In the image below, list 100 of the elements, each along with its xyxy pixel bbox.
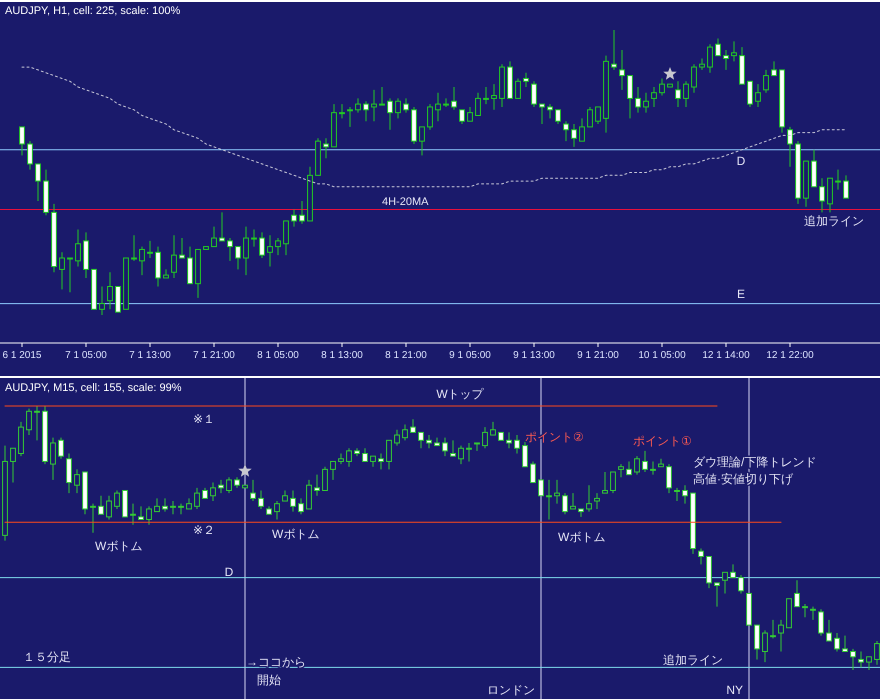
candlestick: [731, 40, 737, 62]
candlestick: [130, 503, 136, 526]
candlestick: [219, 212, 225, 242]
candlestick: [843, 174, 849, 199]
candlestick: [362, 448, 368, 462]
candlestick: [386, 440, 392, 470]
candlestick: [698, 548, 704, 565]
candlestick: [211, 226, 217, 248]
ref-line-label: 追加ライン: [804, 214, 864, 228]
candlestick: [538, 479, 544, 496]
candlestick: [626, 460, 632, 476]
candlestick: [635, 86, 641, 114]
candlestick: [379, 86, 385, 106]
candlestick: [539, 104, 545, 125]
x-tick-label: 12 1 22:00: [766, 350, 814, 361]
candlestick: [595, 106, 601, 125]
candlestick: [850, 648, 856, 670]
x-tick-label: 7 1 13:00: [129, 350, 172, 361]
candlestick: [546, 479, 552, 520]
candlestick: [66, 453, 72, 494]
candlestick: [371, 89, 377, 122]
x-tick-label: 8 1 05:00: [257, 350, 300, 361]
x-tick-label: 8 1 13:00: [321, 350, 364, 361]
candlestick: [602, 472, 608, 494]
candlestick: [107, 272, 113, 310]
candlestick: [778, 619, 784, 652]
text: NY: [726, 683, 743, 697]
candlestick: [323, 138, 329, 159]
candlestick: [514, 434, 520, 454]
annotation: ポイント①: [633, 434, 692, 448]
candlestick: [810, 606, 816, 620]
candlestick: [355, 98, 361, 114]
candlestick: [787, 126, 793, 168]
candlestick: [826, 619, 832, 642]
x-tick-label: 12 1 14:00: [702, 350, 750, 361]
candlestick: [314, 474, 320, 496]
candlestick: [858, 651, 864, 668]
candlestick: [74, 468, 80, 494]
candlestick: [627, 75, 633, 119]
candlestick: [523, 72, 529, 88]
x-tick-label: 9 1 21:00: [577, 350, 620, 361]
candlestick: [475, 92, 481, 116]
candlestick: [34, 406, 40, 441]
candlestick: [715, 38, 721, 56]
candlestick: [530, 460, 536, 484]
candlestick: [75, 229, 81, 268]
candlestick: [771, 60, 777, 76]
candlestick: [410, 418, 416, 433]
candlestick: [19, 126, 25, 156]
candlestick: [755, 84, 761, 108]
candlestick: [762, 630, 768, 663]
candlestick: [178, 503, 184, 515]
annotation: →ココから: [246, 655, 306, 669]
candlestick: [282, 490, 288, 502]
ref-line-label: E: [736, 287, 746, 301]
candlestick: [634, 456, 640, 476]
candlestick: [59, 252, 65, 290]
candlestick: [139, 246, 145, 276]
candlestick: [466, 442, 472, 462]
text: ロンドン: [487, 683, 535, 697]
candlestick: [730, 564, 736, 578]
candlestick: [738, 574, 744, 594]
candlestick: [707, 44, 713, 74]
candlestick: [618, 464, 624, 478]
candlestick: [138, 506, 144, 520]
candlestick: [555, 109, 561, 125]
candlestick: [666, 464, 672, 494]
candlestick: [227, 238, 233, 262]
candlestick: [114, 490, 120, 510]
candlestick: [154, 498, 160, 512]
candlestick: [459, 109, 465, 125]
candlestick: [562, 492, 568, 515]
candlestick: [322, 466, 328, 491]
candlestick: [419, 126, 425, 156]
candlestick: [794, 580, 800, 608]
candlestick: [587, 106, 593, 128]
candlestick: [866, 656, 872, 670]
candlestick: [170, 500, 176, 515]
candlestick: [402, 424, 408, 441]
candlestick: [99, 286, 105, 316]
candlestick: [579, 118, 585, 142]
candlestick: [194, 487, 200, 510]
candlestick: [458, 445, 464, 465]
candlestick: [10, 448, 16, 484]
candlestick: [387, 98, 393, 130]
candlestick: [347, 106, 353, 128]
candlestick: [131, 234, 137, 262]
candlestick: [363, 100, 369, 122]
candlestick: [506, 432, 512, 449]
candlestick: [722, 572, 728, 594]
candlestick: [683, 80, 689, 108]
x-tick-label: 7 1 21:00: [193, 350, 236, 361]
candlestick: [290, 490, 296, 512]
candlestick: [674, 487, 680, 502]
ref-line-label: D: [736, 154, 746, 168]
candlestick: [299, 200, 305, 224]
candlestick: [554, 479, 560, 504]
candlestick: [547, 104, 553, 119]
candlestick: [610, 472, 616, 494]
candlestick: [330, 460, 336, 480]
